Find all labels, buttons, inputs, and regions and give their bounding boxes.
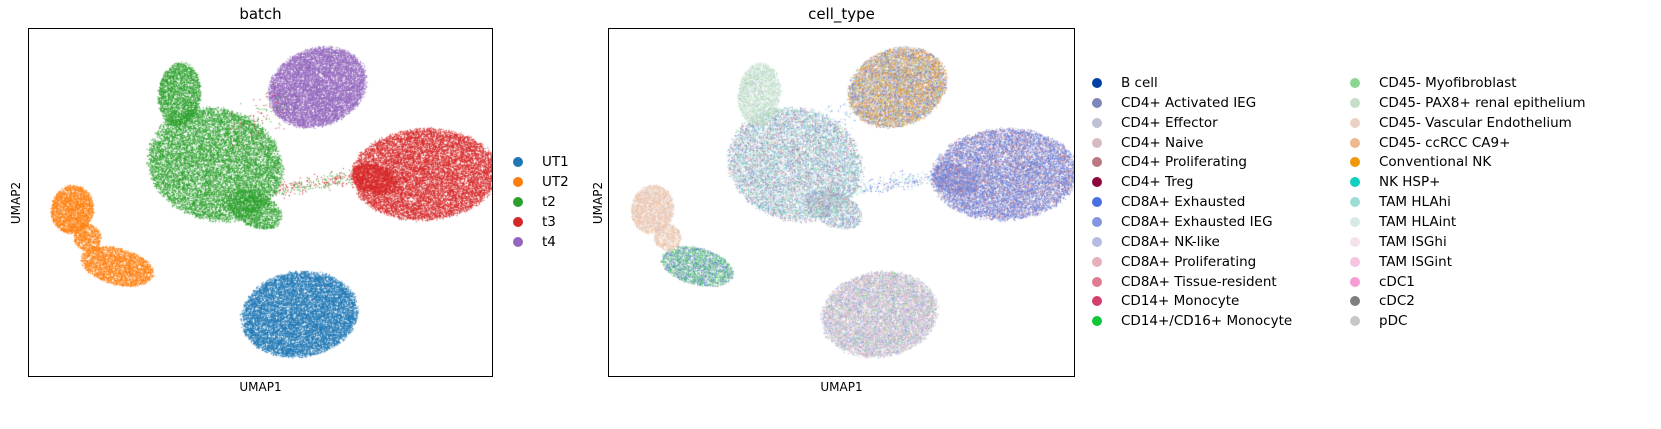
legend-marker [1092, 197, 1102, 208]
legend-label: CD8A+ Tissue-resident [1121, 273, 1277, 290]
legend-label: t4 [542, 234, 556, 250]
legend-label: NK HSP+ [1379, 174, 1441, 191]
legend-label: cDC1 [1379, 273, 1415, 290]
cell-type-panel-title: cell_type [808, 5, 875, 23]
legend-marker [1350, 296, 1360, 307]
cell-type-y-axis-label: UMAP2 [591, 181, 605, 225]
legend-label: CD8A+ Exhausted IEG [1121, 213, 1273, 230]
legend-label: CD8A+ Exhausted [1121, 194, 1246, 211]
legend-label: CD8A+ Proliferating [1121, 253, 1257, 270]
legend-marker [513, 157, 523, 167]
legend-marker [1092, 97, 1102, 108]
legend-marker [1092, 177, 1102, 188]
batch-panel-title: batch [239, 5, 282, 23]
legend-marker [1092, 137, 1102, 148]
legend-marker [1092, 316, 1102, 327]
legend-label: t2 [542, 194, 556, 210]
legend-marker [1350, 236, 1360, 247]
legend-label: TAM ISGint [1379, 253, 1452, 270]
legend-marker [1092, 236, 1102, 247]
legend-label: B cell [1121, 75, 1158, 91]
legend-marker [1092, 117, 1102, 128]
legend-marker [513, 197, 523, 207]
legend-marker [1092, 256, 1102, 267]
batch-y-axis-label: UMAP2 [9, 181, 23, 225]
legend-marker [1350, 197, 1360, 208]
cell-type-umap-plot [608, 28, 1075, 377]
legend-label: Conventional NK [1379, 154, 1492, 171]
batch-umap-plot [28, 28, 493, 377]
legend-label: CD14+ Monocyte [1121, 293, 1240, 310]
legend-marker [1092, 296, 1102, 307]
legend-label: UT1 [542, 154, 569, 170]
legend-label: CD14+/CD16+ Monocyte [1121, 313, 1293, 330]
legend-label: CD45- Myofibroblast [1379, 75, 1517, 91]
legend-label: CD8A+ NK-like [1121, 233, 1220, 250]
cell-type-scatter-points [609, 29, 1074, 376]
legend-label: CD4+ Proliferating [1121, 154, 1247, 171]
legend-label: TAM ISGhi [1379, 233, 1447, 250]
batch-x-axis-label: UMAP1 [239, 380, 282, 394]
legend-label: pDC [1379, 313, 1408, 330]
legend-marker [1350, 177, 1360, 188]
legend-label: TAM HLAhi [1379, 194, 1451, 211]
legend-marker [1092, 216, 1102, 227]
legend-marker [1350, 97, 1360, 108]
legend-label: CD4+ Treg [1121, 174, 1194, 191]
legend-marker [1350, 316, 1360, 327]
legend-marker [1350, 276, 1360, 287]
legend-label: CD4+ Naive [1121, 134, 1204, 151]
batch-scatter-points [29, 29, 492, 376]
legend-marker [513, 217, 523, 227]
legend-marker [1350, 137, 1360, 148]
legend-label: CD4+ Effector [1121, 114, 1218, 131]
legend-label: CD45- PAX8+ renal epithelium [1379, 94, 1586, 111]
legend-marker [1350, 216, 1360, 227]
legend-marker [1350, 78, 1360, 88]
legend-label: TAM HLAint [1379, 213, 1457, 230]
legend-label: CD45- Vascular Endothelium [1379, 114, 1572, 131]
legend-marker [1350, 256, 1360, 267]
legend-marker [513, 237, 523, 247]
legend-marker [1092, 78, 1102, 88]
legend-marker [1350, 117, 1360, 128]
legend-marker [1092, 157, 1102, 168]
legend-label: UT2 [542, 174, 569, 190]
legend-marker [1350, 157, 1360, 168]
legend-label: CD4+ Activated IEG [1121, 94, 1257, 111]
legend-label: CD45- ccRCC CA9+ [1379, 134, 1511, 151]
batch-legend: UT1 UT2 t2 t3 t4 [513, 152, 573, 252]
legend-label: t3 [542, 214, 556, 230]
cell-type-legend: B cell CD4+ Activated IEG CD4+ Effector CD4… [1092, 73, 1586, 338]
legend-marker [513, 177, 523, 187]
cell-type-x-axis-label: UMAP1 [820, 380, 863, 394]
legend-label: cDC2 [1379, 293, 1415, 310]
legend-marker [1092, 276, 1102, 287]
